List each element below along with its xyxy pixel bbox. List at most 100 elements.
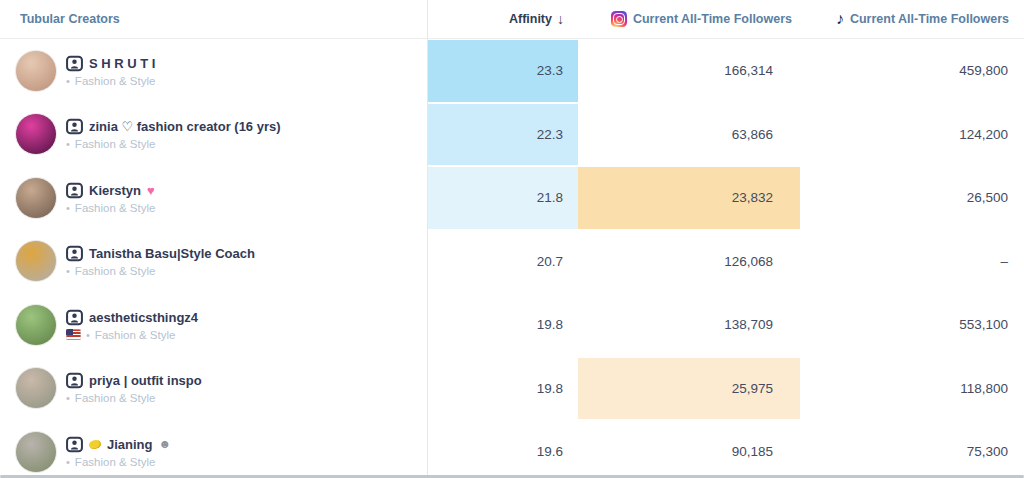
- lemon-icon: [88, 438, 102, 450]
- pink-heart-icon: ♥: [147, 184, 155, 197]
- affinity-cell: 19.8: [428, 293, 578, 357]
- creator-profile-card-icon: [66, 118, 83, 135]
- genre-bullet: •: [66, 138, 70, 150]
- creator-genre: Fashion & Style: [75, 265, 156, 277]
- creator-cell: Jianing ☻ • Fashion & Style: [0, 420, 428, 478]
- creator-cell: Kierstyn ♥ • Fashion & Style: [0, 166, 428, 230]
- creator-info: Tanistha Basu|Style Coach • Fashion & St…: [66, 245, 255, 277]
- table-body: S H R U T I • Fashion & Style 23.3 166,3…: [0, 39, 1024, 478]
- creator-genre-line: • Fashion & Style: [66, 202, 155, 214]
- avatar: [15, 50, 57, 92]
- creators-column-label: Tubular Creators: [20, 12, 120, 26]
- creator-name-line: S H R U T I: [66, 55, 155, 72]
- creator-profile-card-icon: [66, 372, 83, 389]
- affinity-cell: 19.6: [428, 420, 578, 478]
- table-header: Tubular Creators Affinity ↓ Current All-…: [0, 0, 1024, 39]
- creator-profile-card-icon: [66, 245, 83, 262]
- creator-name-line: Kierstyn ♥: [66, 182, 155, 199]
- creator-name-line: aestheticsthingz4: [66, 309, 198, 326]
- sort-descending-icon[interactable]: ↓: [557, 11, 564, 27]
- genre-bullet: •: [66, 456, 70, 468]
- creator-name[interactable]: S H R U T I: [89, 56, 155, 71]
- affinity-cell: 21.8: [428, 166, 578, 230]
- creator-genre: Fashion & Style: [95, 329, 176, 341]
- table-row[interactable]: S H R U T I • Fashion & Style 23.3 166,3…: [0, 39, 1024, 103]
- instagram-followers-cell: 166,314: [578, 39, 800, 103]
- table-row[interactable]: Jianing ☻ • Fashion & Style 19.6 90,185 …: [0, 420, 1024, 478]
- instagram-icon: [611, 11, 627, 27]
- instagram-followers-cell: 25,975: [578, 357, 800, 421]
- tiktok-followers-column-header[interactable]: ♪ Current All-Time Followers: [836, 11, 1024, 27]
- tiktok-followers-cell: 459,800: [800, 39, 1024, 103]
- creator-genre: Fashion & Style: [75, 392, 156, 404]
- avatar: [15, 367, 57, 409]
- affinity-cell: 22.3: [428, 103, 578, 167]
- creator-name-line: priya | outfit inspo: [66, 372, 202, 389]
- table-row[interactable]: aestheticsthingz4 • Fashion & Style 19.8…: [0, 293, 1024, 357]
- instagram-followers-column-header[interactable]: Current All-Time Followers: [611, 11, 800, 27]
- genre-bullet: •: [66, 202, 70, 214]
- creator-profile-card-icon: [66, 436, 83, 453]
- creator-genre: Fashion & Style: [75, 456, 156, 468]
- instagram-followers-cell: 126,068: [578, 230, 800, 294]
- creator-info: zinia ♡ fashion creator (16 yrs) • Fashi…: [66, 118, 281, 150]
- creator-genre: Fashion & Style: [75, 202, 156, 214]
- creator-genre: Fashion & Style: [75, 138, 156, 150]
- genre-bullet: •: [66, 265, 70, 277]
- creator-name-line: Jianing ☻: [66, 436, 171, 453]
- creators-table: Tubular Creators Affinity ↓ Current All-…: [0, 0, 1024, 478]
- instagram-followers-cell: 138,709: [578, 293, 800, 357]
- creator-info: Jianing ☻ • Fashion & Style: [66, 436, 171, 468]
- creator-genre-line: • Fashion & Style: [66, 75, 155, 87]
- creator-genre: Fashion & Style: [75, 75, 156, 87]
- avatar: [15, 177, 57, 219]
- affinity-cell: 23.3: [428, 39, 578, 103]
- creator-name[interactable]: zinia ♡ fashion creator (16 yrs): [89, 119, 281, 134]
- instagram-followers-cell: 90,185: [578, 420, 800, 478]
- tiktok-followers-cell: 118,800: [800, 357, 1024, 421]
- creator-name-line: Tanistha Basu|Style Coach: [66, 245, 255, 262]
- genre-bullet: •: [66, 392, 70, 404]
- genre-bullet: •: [86, 329, 90, 341]
- tiktok-followers-cell: 553,100: [800, 293, 1024, 357]
- us-flag-icon: [66, 329, 81, 340]
- creator-genre-line: • Fashion & Style: [66, 456, 171, 468]
- table-row[interactable]: Kierstyn ♥ • Fashion & Style 21.8 23,832…: [0, 166, 1024, 230]
- creator-info: aestheticsthingz4 • Fashion & Style: [66, 309, 198, 341]
- avatar: [15, 304, 57, 346]
- creator-name-line: zinia ♡ fashion creator (16 yrs): [66, 118, 281, 135]
- genre-bullet: •: [66, 75, 70, 87]
- creator-cell: Tanistha Basu|Style Coach • Fashion & St…: [0, 230, 428, 294]
- creator-name[interactable]: Tanistha Basu|Style Coach: [89, 246, 255, 261]
- table-row[interactable]: zinia ♡ fashion creator (16 yrs) • Fashi…: [0, 103, 1024, 167]
- creator-profile-card-icon: [66, 182, 83, 199]
- affinity-cell: 20.7: [428, 230, 578, 294]
- creator-info: priya | outfit inspo • Fashion & Style: [66, 372, 202, 404]
- table-row[interactable]: Tanistha Basu|Style Coach • Fashion & St…: [0, 230, 1024, 294]
- avatar: [15, 113, 57, 155]
- tiktok-followers-cell: 124,200: [800, 103, 1024, 167]
- tiktok-followers-cell: 26,500: [800, 166, 1024, 230]
- table-row[interactable]: priya | outfit inspo • Fashion & Style 1…: [0, 357, 1024, 421]
- creator-name[interactable]: Kierstyn: [89, 183, 141, 198]
- affinity-column-header[interactable]: Affinity ↓: [509, 11, 578, 27]
- creator-name[interactable]: aestheticsthingz4: [89, 310, 198, 325]
- affinity-cell: 19.8: [428, 357, 578, 421]
- instagram-followers-cell: 23,832: [578, 166, 800, 230]
- creator-name[interactable]: Jianing: [107, 437, 153, 452]
- instagram-followers-column-label: Current All-Time Followers: [633, 12, 792, 26]
- tiktok-followers-cell: –: [800, 230, 1024, 294]
- creator-info: Kierstyn ♥ • Fashion & Style: [66, 182, 155, 214]
- avatar: [15, 431, 57, 473]
- creators-column-header: Tubular Creators: [0, 0, 428, 38]
- creator-genre-line: • Fashion & Style: [66, 265, 255, 277]
- tiktok-note-icon: ♪: [836, 11, 844, 27]
- creator-profile-card-icon: [66, 55, 83, 72]
- affinity-column-label: Affinity: [509, 12, 552, 26]
- creator-cell: zinia ♡ fashion creator (16 yrs) • Fashi…: [0, 103, 428, 167]
- creator-info: S H R U T I • Fashion & Style: [66, 55, 155, 87]
- creator-name[interactable]: priya | outfit inspo: [89, 373, 202, 388]
- creator-genre-line: • Fashion & Style: [66, 138, 281, 150]
- creator-genre-line: • Fashion & Style: [66, 329, 198, 341]
- creator-cell: S H R U T I • Fashion & Style: [0, 39, 428, 103]
